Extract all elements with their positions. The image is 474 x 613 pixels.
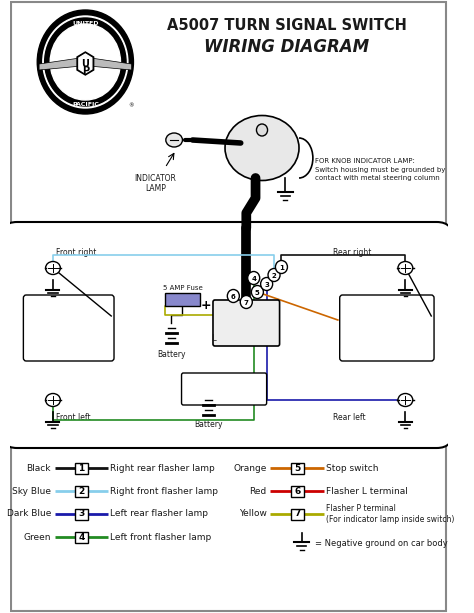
Text: 4: 4 [79,533,85,541]
Text: Front left: Front left [56,413,91,422]
FancyBboxPatch shape [75,509,88,519]
Text: Red: Red [249,487,267,495]
FancyBboxPatch shape [291,485,304,497]
Text: FOR KNOB INDICATOR LAMP:
Switch housing must be grounded by
contact with metal s: FOR KNOB INDICATOR LAMP: Switch housing … [315,158,445,181]
Polygon shape [39,58,82,70]
Polygon shape [79,54,92,73]
Text: 5: 5 [294,463,301,473]
FancyBboxPatch shape [75,462,88,473]
Text: Sky Blue: Sky Blue [12,487,51,495]
Text: INDICATOR
LAMP: INDICATOR LAMP [135,174,177,193]
Circle shape [228,289,239,302]
Text: Front right: Front right [56,248,96,257]
FancyBboxPatch shape [291,462,304,473]
Text: 2: 2 [79,487,85,495]
FancyBboxPatch shape [75,485,88,497]
Text: Battery: Battery [194,420,223,429]
Circle shape [251,286,264,299]
Text: Flasher L terminal: Flasher L terminal [326,487,408,495]
Circle shape [248,272,260,284]
Text: UNITED: UNITED [72,20,99,26]
Text: Left front flasher lamp: Left front flasher lamp [110,533,211,541]
Text: WIRING DIAGRAM: WIRING DIAGRAM [204,38,370,56]
FancyBboxPatch shape [0,222,454,448]
Text: 3: 3 [79,509,85,519]
Text: 4: 4 [251,275,256,281]
Text: P: P [82,66,89,76]
Text: Brake Light Switch: Brake Light Switch [188,384,260,394]
Text: Stop switch: Stop switch [326,463,378,473]
Text: 7: 7 [294,509,301,519]
Circle shape [275,261,287,273]
Polygon shape [77,52,94,75]
Text: 5 AMP Fuse: 5 AMP Fuse [163,285,202,291]
Ellipse shape [225,115,299,180]
Text: Orange: Orange [233,463,267,473]
Text: Black: Black [27,463,51,473]
Text: +: + [201,299,211,311]
FancyBboxPatch shape [23,295,114,361]
Text: Right rear flasher lamp: Right rear flasher lamp [110,463,215,473]
Text: ®: ® [128,104,133,109]
Text: To Headlamp
Switch for
Parking lights: To Headlamp Switch for Parking lights [43,313,95,343]
Text: 7: 7 [244,300,249,305]
Text: 6: 6 [294,487,301,495]
FancyBboxPatch shape [75,531,88,543]
Circle shape [261,278,273,291]
Text: 1: 1 [79,463,85,473]
Circle shape [240,295,252,308]
Polygon shape [89,58,132,70]
Circle shape [45,18,126,106]
Text: Rear right: Rear right [333,248,372,257]
Text: Right front flasher lamp: Right front flasher lamp [110,487,219,495]
Ellipse shape [166,133,182,147]
Text: Battery: Battery [157,350,186,359]
FancyBboxPatch shape [213,300,280,346]
Circle shape [37,10,134,114]
Text: 2: 2 [272,273,276,278]
Text: 6: 6 [231,294,236,300]
Bar [165,293,200,306]
Text: 1: 1 [279,264,284,270]
Circle shape [268,268,280,281]
Ellipse shape [398,394,413,406]
Text: Flasher P terminal
(For indicator lamp inside switch): Flasher P terminal (For indicator lamp i… [326,504,454,524]
Ellipse shape [398,262,413,275]
Circle shape [50,24,120,100]
Text: Left rear flasher lamp: Left rear flasher lamp [110,509,208,519]
Text: Green: Green [24,533,51,541]
Text: 3: 3 [264,281,269,287]
Text: L: L [210,333,215,343]
Circle shape [43,16,128,108]
Text: To Headlamp
Switch for
Tail lights: To Headlamp Switch for Tail lights [362,313,412,343]
FancyBboxPatch shape [291,509,304,519]
Text: 5: 5 [255,289,260,295]
Text: Rear left: Rear left [333,413,366,422]
Text: U: U [82,59,89,69]
Ellipse shape [46,394,60,406]
Text: A5007 TURN SIGNAL SWITCH: A5007 TURN SIGNAL SWITCH [167,18,407,33]
FancyBboxPatch shape [340,295,434,361]
Text: = Negative ground on car body: = Negative ground on car body [315,538,447,547]
FancyBboxPatch shape [182,373,267,405]
Text: Dark Blue: Dark Blue [7,509,51,519]
Text: 3 Terminal
Flasher: 3 Terminal Flasher [224,313,269,333]
Text: Yellow: Yellow [239,509,267,519]
Ellipse shape [46,262,60,275]
Circle shape [256,124,267,136]
Text: PACIFIC: PACIFIC [72,102,99,107]
